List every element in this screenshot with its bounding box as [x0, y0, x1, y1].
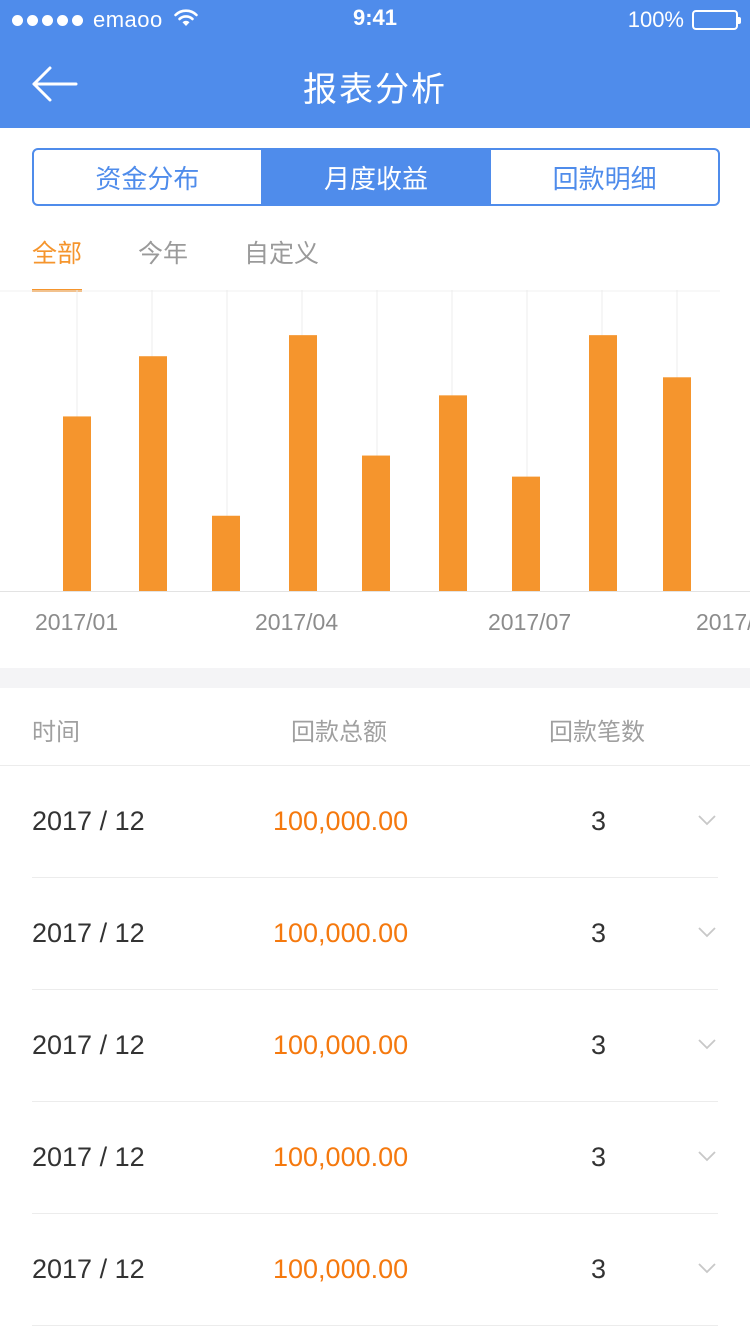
chart-tick-label: 2017/ [696, 609, 750, 635]
row-amount: 100,000.00 [273, 918, 409, 948]
filter-tab-custom[interactable]: 自定义 [244, 239, 320, 268]
table-row[interactable]: 2017 / 12 100,000.00 3 [32, 766, 718, 878]
status-time: 9:41 [352, 5, 398, 30]
arrow-left-icon [32, 66, 78, 102]
chart-bar[interactable] [362, 455, 390, 591]
row-amount: 100,000.00 [273, 1030, 409, 1060]
chevron-down-icon[interactable] [697, 926, 717, 938]
filter-tab-all[interactable]: 全部 [32, 230, 83, 292]
carrier-name: emaoo [93, 7, 163, 32]
row-time: 2017 / 12 [32, 918, 145, 948]
row-time: 2017 / 12 [32, 1254, 145, 1284]
table-row[interactable]: 2017 / 12 100,000.00 3 [32, 1102, 718, 1214]
chart-tick-label: 2017/01 [35, 609, 118, 635]
row-time: 2017 / 12 [32, 1030, 145, 1060]
repayment-list: 2017 / 12 100,000.00 3 2017 / 12 100,000… [0, 766, 750, 1326]
wifi-icon [173, 8, 199, 32]
chart-tick-label: 2017/04 [255, 609, 338, 635]
chart-bar[interactable] [589, 335, 617, 591]
header-amount: 回款总额 [291, 718, 387, 746]
battery-icon [692, 10, 741, 30]
chevron-down-icon[interactable] [697, 1150, 717, 1162]
row-amount: 100,000.00 [273, 1254, 409, 1284]
row-count: 3 [591, 1030, 607, 1060]
chart-bar[interactable] [439, 395, 467, 591]
row-time: 2017 / 12 [32, 1142, 145, 1172]
page-title: 报表分析 [303, 70, 447, 110]
section-divider [0, 668, 750, 688]
status-left: emaoo [12, 6, 199, 34]
header-time: 时间 [32, 718, 80, 746]
row-count: 3 [591, 918, 607, 948]
nav-header: emaoo 9:41 100% 报表分析 [0, 0, 750, 128]
chart-bar[interactable] [139, 356, 167, 591]
filter-tabs: 全部 今年 自定义 [32, 230, 375, 292]
status-right: 100% [627, 6, 741, 34]
segment-monthly-income[interactable]: 月度收益 [262, 150, 492, 204]
header-count: 回款笔数 [549, 718, 645, 746]
monthly-bar-chart: 2017/01 2017/04 2017/07 2017/ [0, 290, 750, 635]
row-count: 3 [591, 806, 607, 836]
segment-repayment-detail[interactable]: 回款明细 [552, 164, 657, 195]
status-bar: emaoo 9:41 100% [0, 0, 750, 40]
table-header: 时间 回款总额 回款笔数 [0, 688, 750, 766]
chart-bar[interactable] [512, 476, 540, 591]
row-amount: 100,000.00 [273, 1142, 409, 1172]
back-button[interactable] [30, 60, 80, 108]
filter-tab-this-year[interactable]: 今年 [138, 239, 189, 268]
battery-percent: 100% [627, 7, 684, 32]
chart-bar[interactable] [289, 335, 317, 591]
table-row[interactable]: 2017 / 12 100,000.00 3 [32, 990, 718, 1102]
chevron-down-icon[interactable] [697, 1262, 717, 1274]
chart-tick-label: 2017/07 [488, 609, 571, 635]
chart-bar[interactable] [212, 515, 240, 591]
chart-bar[interactable] [663, 377, 691, 591]
chevron-down-icon[interactable] [697, 814, 717, 826]
row-amount: 100,000.00 [273, 806, 409, 836]
signal-icon [12, 14, 83, 26]
table-row[interactable]: 2017 / 12 100,000.00 3 [32, 1214, 718, 1326]
segment-fund-distribution[interactable]: 资金分布 [34, 150, 263, 204]
table-row[interactable]: 2017 / 12 100,000.00 3 [32, 878, 718, 990]
row-count: 3 [591, 1254, 607, 1284]
row-time: 2017 / 12 [32, 806, 145, 836]
segmented-control: 资金分布 月度收益 回款明细 [32, 148, 720, 206]
row-count: 3 [591, 1142, 607, 1172]
chevron-down-icon[interactable] [697, 1038, 717, 1050]
chart-bar[interactable] [63, 416, 91, 591]
